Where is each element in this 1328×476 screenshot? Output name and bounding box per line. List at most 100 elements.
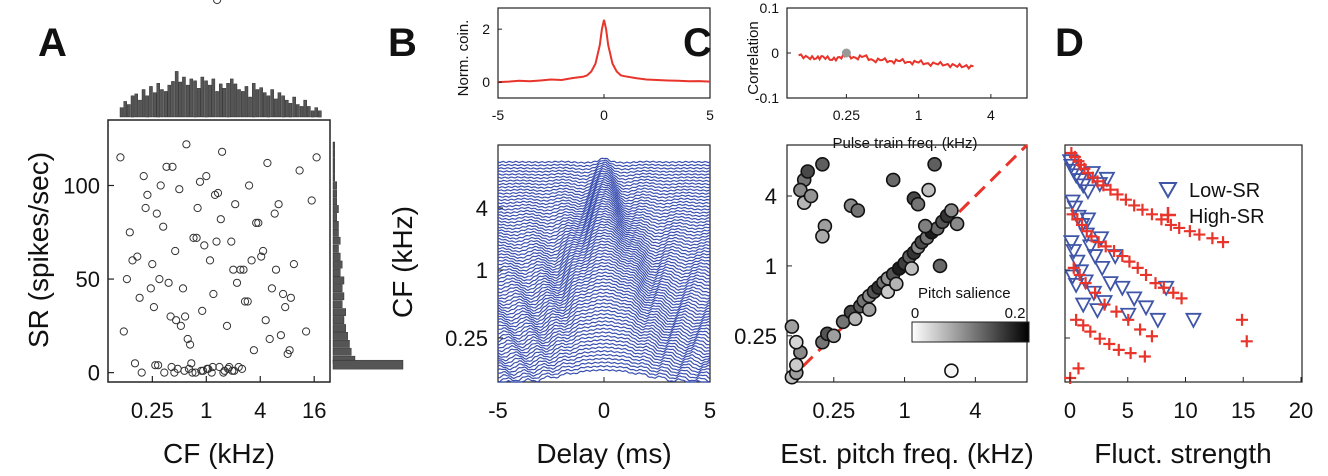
correlogram-trace [497,205,711,232]
high-sr-point [1079,277,1092,290]
high-sr-point [1073,268,1086,281]
histogram-bar [215,91,219,118]
scatter-point [274,200,283,209]
scatter-point [187,359,196,368]
scatter-point [203,364,212,373]
sr-histogram [332,141,404,370]
scatter-point [229,265,238,274]
panel-d-legend: Low-SR High-SR [1158,180,1265,228]
scatter-point [228,366,237,375]
scatter-point [133,252,142,261]
low-sr-point [1137,300,1155,317]
correlogram-trace [498,274,711,307]
correlogram-trace [497,288,711,319]
x-tick-label: 1 [898,398,910,423]
scatter-point [154,361,163,370]
low-sr-point [1068,254,1086,271]
high-sr-point [1112,343,1125,356]
correlogram-trace [498,207,711,235]
low-sr-point [1069,209,1087,226]
low-sr-point [1101,276,1119,293]
high-sr-point [1089,286,1102,299]
scatter-point [283,349,292,358]
high-sr-point [1108,245,1121,258]
correlogram-trace [497,181,711,200]
scatter-point [784,319,800,334]
histogram-bar [332,260,343,269]
histogram-bar [134,93,138,118]
histogram-bar [310,110,315,118]
high-sr-point [1157,281,1170,294]
correlogram-trace [497,335,711,359]
y-tick-label: 2 [482,21,490,37]
scatter-point [267,284,276,293]
scatter-point [162,162,171,171]
high-sr-point [1111,188,1124,201]
low-sr-point [1119,307,1137,324]
scatter-point [252,218,261,227]
cf-histogram [119,71,322,118]
scatter-point [167,362,176,372]
panel-letter-d: D [1055,21,1084,65]
high-sr-point [1124,347,1137,360]
scatter-point [227,237,236,246]
scatter-point [200,241,209,250]
scatter-point [800,164,816,179]
correlogram-trace [497,185,711,206]
y-tick-label: 4 [765,184,777,209]
scatter-point [239,265,248,274]
panel-c-main-frame [786,144,1028,383]
histogram-bar [332,181,337,190]
high-sr-point [1104,183,1117,196]
panel-b-y-label: CF (kHz) [387,206,418,318]
histogram-bar [332,228,339,237]
histogram-bar [259,87,263,118]
panel-d-ticks: 0 5 10 15 20 [1064,207,1313,423]
scatter-point [135,293,144,302]
x-tick-label: 1 [200,398,212,423]
correlogram-trace [497,302,711,331]
y-tick-label: 0.25 [445,326,488,351]
y-tick-label: 0 [88,361,100,386]
scatter-point [307,196,316,205]
scatter-point [186,340,195,349]
panel-c-top-y-label: Correlation [745,21,762,94]
histogram-bar [233,83,238,118]
high-sr-point [1076,218,1089,231]
histogram-bar [332,205,339,213]
low-sr-point [1149,312,1167,329]
histogram-bar [292,96,296,118]
correlogram-trace [497,243,711,275]
high-sr-point [1206,232,1219,245]
scatter-point [209,289,218,299]
y-tick-label: 4 [476,196,488,221]
scatter-point [245,181,254,190]
low-sr-point [1098,171,1116,188]
histogram-bar [307,106,311,118]
histogram-bar [296,104,300,118]
histogram-bar [222,88,227,118]
scatter-point [861,302,877,317]
high-sr-point [1145,330,1158,343]
histogram-bar [255,89,260,118]
x-tick-label: 0.25 [812,398,855,423]
histogram-bar [123,101,127,118]
scatter-point [182,140,191,149]
histogram-bar [332,213,337,221]
correlogram-trace [497,159,711,168]
scatter-point [184,364,193,373]
correlogram-trace [497,349,711,371]
panel-a-y-label: SR (spikes/sec) [23,152,54,348]
correlogram-trace [497,192,711,216]
histogram-bar [281,95,285,118]
histogram-bar [152,92,157,118]
scatter-point [788,357,804,373]
scatter-point [139,172,148,181]
high-sr-point [1173,221,1186,234]
x-tick-label: 10 [1173,398,1197,423]
histogram-bar [332,157,335,166]
correlogram-trace [497,309,711,337]
x-tick-label: 5 [704,398,716,423]
histogram-bar [211,78,216,118]
high-sr-point [1072,362,1085,375]
